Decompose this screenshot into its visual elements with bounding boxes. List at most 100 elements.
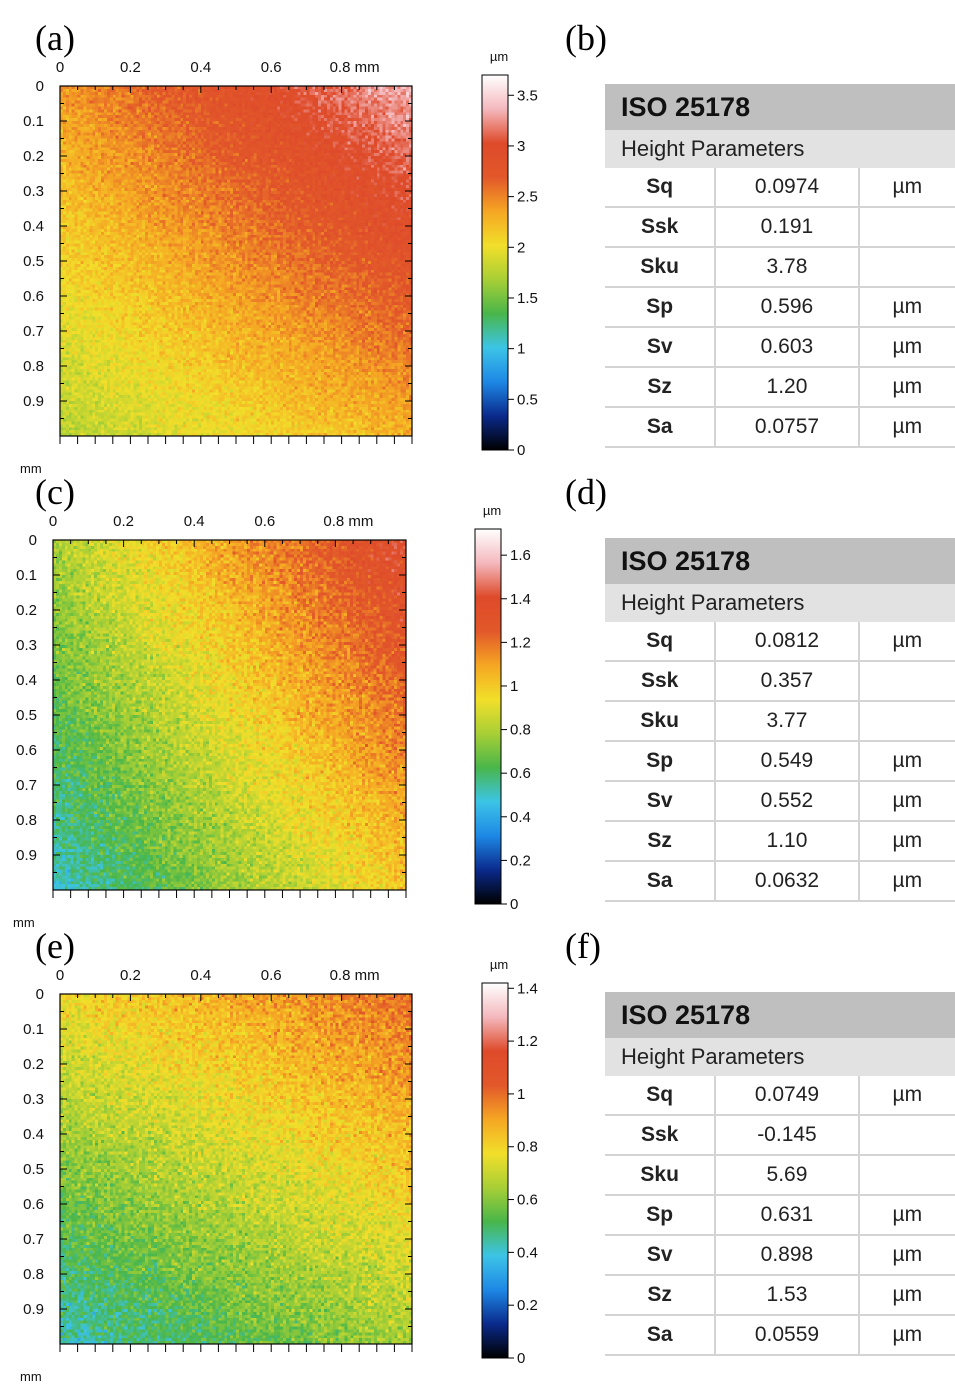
y-tick-label: 0.4 [23,218,44,235]
param-unit [858,1155,955,1196]
colorbar-tick-label: 0.6 [510,765,531,782]
y-tick-label: 0.5 [23,1161,44,1178]
param-name: Sq [605,168,717,208]
param-row: Sa 0.0559 µm [605,1315,955,1356]
param-value: 0.0757 [715,407,860,448]
heatmap-panel: (a) (b) 0 0.2 0.4 0.6 0.8 mm 0 0.1 0.2 0.3 0.4 0.5 0.… [20,18,607,476]
param-unit [858,207,955,248]
x-tick-label: 0 [49,513,57,530]
param-unit: µm [858,741,955,782]
param-row: Sku 3.77 [605,701,955,742]
param-unit: µm [858,1195,955,1236]
y-tick-label: 0 [29,532,37,549]
param-value: 0.0749 [715,1076,860,1116]
param-row: Sq 0.0974 µm [605,168,955,208]
heatmap-image [60,994,412,1344]
colorbar-tick-label: 1 [510,678,518,695]
param-value: 0.0559 [715,1315,860,1356]
colorbar [474,528,502,905]
y-tick-label: 0.9 [23,393,44,410]
y-tick-label: 0.4 [16,672,37,689]
y-tick-label: 0.9 [23,1301,44,1318]
param-unit: µm [858,821,955,862]
param-name: Sp [605,1195,717,1236]
param-name: Sv [605,327,717,368]
y-tick-label: 0.8 [23,358,44,375]
param-name: Sku [605,247,717,288]
param-value: 0.0974 [715,168,860,208]
panel-label: (f) [565,926,601,966]
y-tick-label: 0.7 [16,777,37,794]
param-unit: µm [858,622,955,662]
axis-unit-label: mm [13,915,35,930]
y-tick-label: 0.7 [23,323,44,340]
colorbar-tick-label: 3.5 [517,87,538,104]
y-tick-label: 0.5 [23,253,44,270]
param-value: 1.10 [715,821,860,862]
colorbar-tick-label: 1.5 [517,290,538,307]
heatmap-panel: (c) (d) 0 0.2 0.4 0.6 0.8 mm 0 0.1 0.2 0.3 0.4 0.5 0.… [13,472,607,930]
param-row: Ssk -0.145 [605,1115,955,1156]
param-value: 1.53 [715,1275,860,1316]
param-row: Ssk 0.191 [605,207,955,248]
x-tick-label: 0.6 [261,967,282,984]
colorbar-tick-label: 0.6 [517,1192,538,1209]
param-value: 0.191 [715,207,860,248]
param-value: 0.603 [715,327,860,368]
table-title: ISO 25178 [605,84,955,130]
x-tick-label: 0 [56,967,64,984]
param-unit [858,1115,955,1156]
colorbar-tick-label: 0.2 [510,852,531,869]
panel-label: (c) [35,472,75,512]
param-row: Ssk 0.357 [605,661,955,702]
y-tick-label: 0.2 [23,1056,44,1073]
colorbar-tick-label: 0.8 [510,722,531,739]
y-tick-label: 0.3 [23,183,44,200]
y-tick-label: 0.3 [16,637,37,654]
param-unit [858,661,955,702]
colorbar-unit: µm [483,503,501,518]
param-value: -0.145 [715,1115,860,1156]
x-tick-label: 0.2 [120,59,141,76]
param-row: Sku 5.69 [605,1155,955,1196]
colorbar-tick-label: 0.5 [517,391,538,408]
heatmap-panel: (e) (f) 0 0.2 0.4 0.6 0.8 mm 0 0.1 0.2 0.3 0.4 0.5 0.… [20,926,601,1384]
heatmap-image [60,86,412,436]
param-unit: µm [858,781,955,822]
param-unit: µm [858,367,955,408]
param-row: Sv 0.898 µm [605,1235,955,1276]
param-value: 0.0632 [715,861,860,902]
y-tick-label: 0.8 [23,1266,44,1283]
param-name: Sz [605,821,717,862]
param-value: 0.898 [715,1235,860,1276]
param-unit [858,701,955,742]
colorbar [481,74,509,451]
param-value: 0.357 [715,661,860,702]
colorbar [481,982,509,1359]
colorbar-tick-label: 1.4 [517,980,538,997]
param-value: 0.0812 [715,622,860,662]
param-value: 5.69 [715,1155,860,1196]
table-subtitle: Height Parameters [605,1038,955,1076]
y-tick-label: 0.2 [16,602,37,619]
param-name: Ssk [605,661,717,702]
y-tick-label: 0 [36,78,44,95]
colorbar-tick-label: 0.4 [517,1244,538,1261]
x-tick-label: 0.8 mm [330,967,380,984]
colorbar-tick-label: 1.2 [510,634,531,651]
table-subtitle: Height Parameters [605,584,955,622]
x-tick-label: 0.4 [184,513,205,530]
colorbar-unit: µm [490,957,508,972]
panel-label: (d) [565,472,607,512]
param-row: Sv 0.552 µm [605,781,955,822]
param-unit: µm [858,1235,955,1276]
param-unit: µm [858,168,955,208]
param-row: Sz 1.53 µm [605,1275,955,1316]
colorbar-tick-label: 0 [517,442,525,459]
param-name: Sa [605,407,717,448]
colorbar-tick-label: 2.5 [517,189,538,206]
param-row: Sa 0.0632 µm [605,861,955,902]
param-unit: µm [858,327,955,368]
x-tick-label: 0.8 mm [323,513,373,530]
y-tick-label: 0.2 [23,148,44,165]
